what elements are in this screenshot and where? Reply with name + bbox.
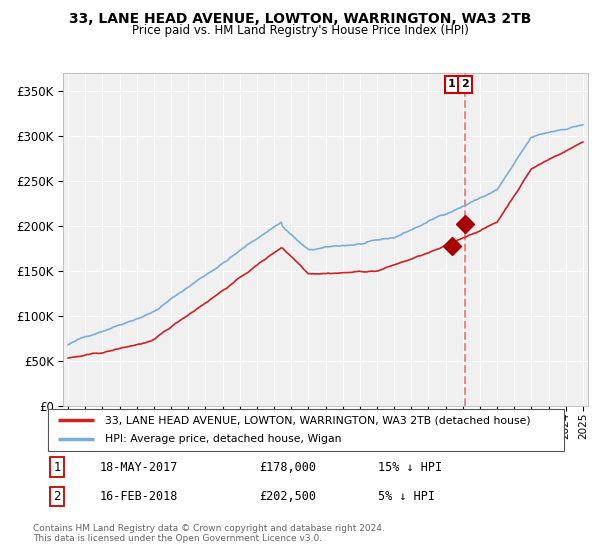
Text: 5% ↓ HPI: 5% ↓ HPI [378, 490, 435, 503]
Text: 16-FEB-2018: 16-FEB-2018 [100, 490, 178, 503]
Text: 33, LANE HEAD AVENUE, LOWTON, WARRINGTON, WA3 2TB: 33, LANE HEAD AVENUE, LOWTON, WARRINGTON… [69, 12, 531, 26]
Text: 18-MAY-2017: 18-MAY-2017 [100, 461, 178, 474]
Text: £178,000: £178,000 [260, 461, 317, 474]
Text: 33, LANE HEAD AVENUE, LOWTON, WARRINGTON, WA3 2TB (detached house): 33, LANE HEAD AVENUE, LOWTON, WARRINGTON… [105, 415, 530, 425]
Text: Contains HM Land Registry data © Crown copyright and database right 2024.
This d: Contains HM Land Registry data © Crown c… [33, 524, 385, 543]
Text: HPI: Average price, detached house, Wigan: HPI: Average price, detached house, Wiga… [105, 435, 341, 445]
Text: 15% ↓ HPI: 15% ↓ HPI [378, 461, 442, 474]
Text: Price paid vs. HM Land Registry's House Price Index (HPI): Price paid vs. HM Land Registry's House … [131, 24, 469, 36]
Text: 2: 2 [461, 80, 469, 90]
FancyBboxPatch shape [48, 409, 564, 451]
Text: 2: 2 [53, 490, 61, 503]
Text: £202,500: £202,500 [260, 490, 317, 503]
Text: 1: 1 [53, 461, 61, 474]
Text: 1: 1 [448, 80, 456, 90]
